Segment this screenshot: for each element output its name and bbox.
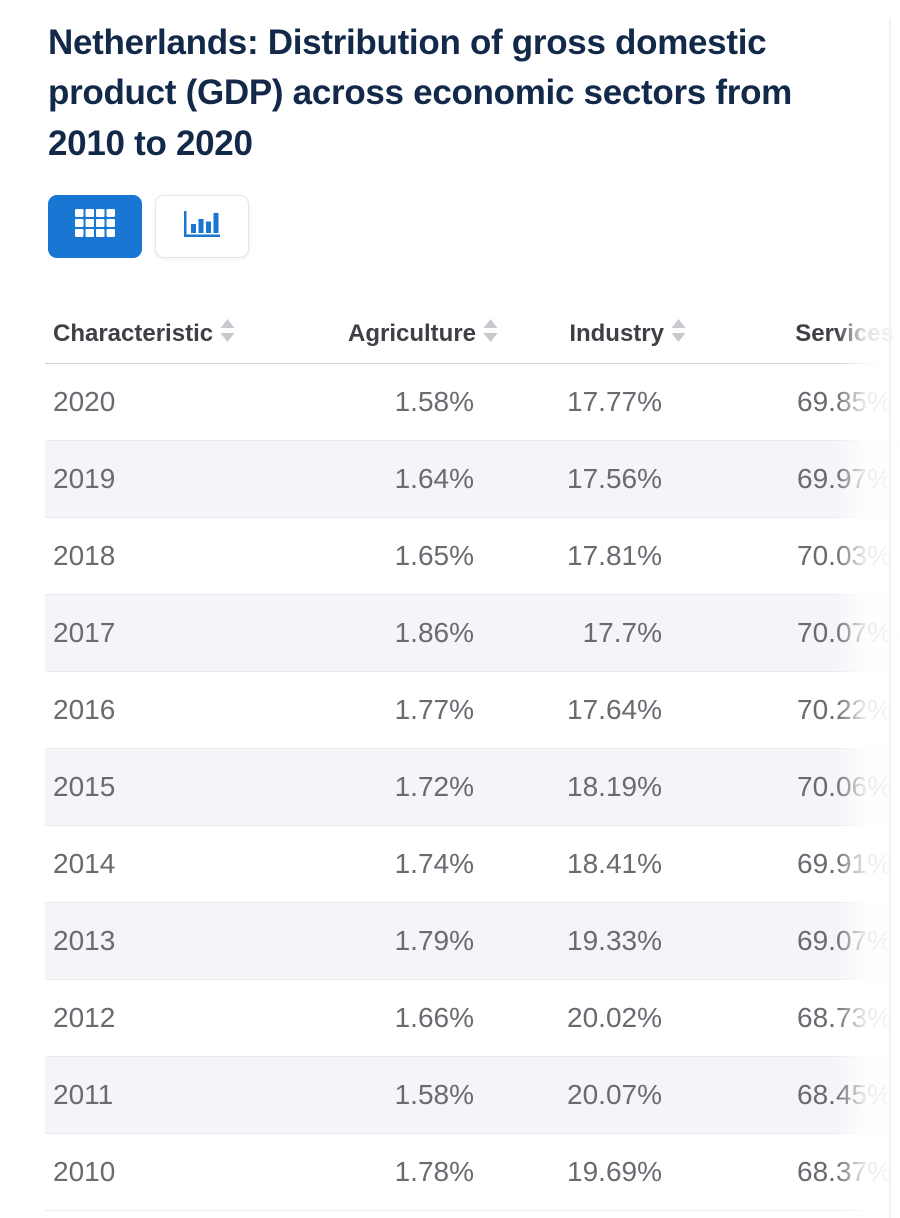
cell-agriculture: 1.58% <box>394 1079 474 1111</box>
page-scrollbar-track[interactable] <box>889 18 891 1218</box>
sort-arrows-icon <box>220 318 235 349</box>
cell-agriculture: 1.66% <box>394 1002 474 1034</box>
column-header-agriculture[interactable]: Agriculture <box>285 318 498 349</box>
view-toggle <box>48 195 900 259</box>
table-row: 2016 1.77% 17.64% 70.22% <box>45 672 900 750</box>
cell-industry: 17.7% <box>582 617 662 649</box>
cell-year: 2019 <box>53 463 116 495</box>
table-row: 2014 1.74% 18.41% 69.91% <box>45 826 900 904</box>
column-header-services[interactable]: Services <box>795 319 894 347</box>
cell-year: 2016 <box>53 694 116 726</box>
cell-year: 2020 <box>53 386 116 418</box>
cell-industry: 18.19% <box>567 771 662 803</box>
cell-year: 2011 <box>53 1079 114 1111</box>
cell-agriculture: 1.78% <box>394 1156 474 1188</box>
cell-services: 68.45% <box>797 1079 892 1111</box>
sort-arrows-icon <box>671 318 686 349</box>
cell-industry: 19.33% <box>567 925 662 957</box>
cell-services: 68.37% <box>797 1156 892 1188</box>
cell-agriculture: 1.72% <box>394 771 474 803</box>
cell-services: 70.06% <box>797 771 892 803</box>
table-row: 2011 1.58% 20.07% 68.45% <box>45 1057 900 1135</box>
cell-year: 2013 <box>53 925 116 957</box>
cell-industry: 17.77% <box>567 386 662 418</box>
table-row: 2018 1.65% 17.81% 70.03% <box>45 518 900 596</box>
column-header-characteristic[interactable]: Characteristic <box>45 318 285 349</box>
data-table: Characteristic Agriculture Industry Serv… <box>45 304 900 1212</box>
cell-industry: 17.81% <box>567 540 662 572</box>
cell-services: 69.91% <box>797 848 892 880</box>
table-body: 2020 1.58% 17.77% 69.85% 2019 1.64% 17.5… <box>45 364 900 1212</box>
cell-year: 2012 <box>53 1002 116 1034</box>
cell-agriculture: 1.64% <box>394 463 474 495</box>
cell-agriculture: 1.74% <box>394 848 474 880</box>
table-row: 2020 1.58% 17.77% 69.85% <box>45 364 900 442</box>
cell-services: 69.97% <box>797 463 892 495</box>
cell-year: 2015 <box>53 771 116 803</box>
cell-services: 69.07% <box>797 925 892 957</box>
table-row: 2012 1.66% 20.02% 68.73% <box>45 980 900 1058</box>
table-row: 2017 1.86% 17.7% 70.07% <box>45 595 900 673</box>
cell-services: 68.73% <box>797 1002 892 1034</box>
table-header-row: Characteristic Agriculture Industry Serv… <box>45 304 900 365</box>
table-grid-icon <box>74 208 116 245</box>
cell-year: 2018 <box>53 540 116 572</box>
chart-view-button[interactable] <box>155 195 249 259</box>
cell-year: 2017 <box>53 617 116 649</box>
cell-agriculture: 1.58% <box>394 386 474 418</box>
cell-year: 2014 <box>53 848 116 880</box>
column-header-industry[interactable]: Industry <box>498 318 686 349</box>
table-row: 2013 1.79% 19.33% 69.07% <box>45 903 900 981</box>
cell-agriculture: 1.77% <box>394 694 474 726</box>
cell-industry: 20.02% <box>567 1002 662 1034</box>
sort-arrows-icon <box>483 318 498 349</box>
cell-industry: 17.64% <box>567 694 662 726</box>
table-row: 2015 1.72% 18.19% 70.06% <box>45 749 900 827</box>
cell-industry: 17.56% <box>567 463 662 495</box>
page-title: Netherlands: Distribution of gross domes… <box>48 23 792 163</box>
bar-chart-icon <box>183 208 221 245</box>
cell-services: 69.85% <box>797 386 892 418</box>
cell-agriculture: 1.86% <box>394 617 474 649</box>
cell-industry: 20.07% <box>567 1079 662 1111</box>
cell-industry: 19.69% <box>567 1156 662 1188</box>
table-row: 2010 1.78% 19.69% 68.37% <box>45 1134 900 1212</box>
table-view-button[interactable] <box>48 195 142 259</box>
cell-year: 2010 <box>53 1156 116 1188</box>
cell-services: 70.22% <box>797 694 892 726</box>
cell-agriculture: 1.79% <box>394 925 474 957</box>
cell-agriculture: 1.65% <box>394 540 474 572</box>
cell-services: 70.03% <box>797 540 892 572</box>
table-row: 2019 1.64% 17.56% 69.97% <box>45 441 900 519</box>
cell-services: 70.07% <box>797 617 892 649</box>
cell-industry: 18.41% <box>567 848 662 880</box>
